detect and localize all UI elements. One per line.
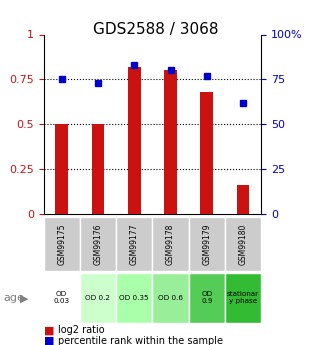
Text: GSM99176: GSM99176	[94, 223, 102, 265]
Text: percentile rank within the sample: percentile rank within the sample	[58, 336, 223, 345]
Bar	[201, 92, 213, 214]
Text: log2 ratio: log2 ratio	[58, 325, 104, 335]
Bar	[237, 185, 249, 214]
Text: age: age	[3, 294, 24, 303]
Text: GSM99175: GSM99175	[57, 223, 66, 265]
FancyBboxPatch shape	[225, 273, 261, 323]
Text: ■: ■	[44, 325, 54, 335]
Text: ■: ■	[44, 336, 54, 345]
FancyBboxPatch shape	[44, 217, 80, 271]
Text: OD
0.03: OD 0.03	[53, 291, 70, 304]
Text: OD 0.6: OD 0.6	[158, 295, 183, 300]
Text: OD 0.2: OD 0.2	[86, 295, 110, 300]
Bar	[164, 70, 177, 214]
Bar	[55, 124, 68, 214]
Text: ▶: ▶	[20, 294, 29, 303]
FancyBboxPatch shape	[116, 217, 152, 271]
Bar	[128, 67, 141, 214]
Text: stationar
y phase: stationar y phase	[227, 291, 259, 304]
FancyBboxPatch shape	[189, 273, 225, 323]
FancyBboxPatch shape	[80, 273, 116, 323]
Text: GSM99179: GSM99179	[202, 223, 211, 265]
Text: GSM99177: GSM99177	[130, 223, 139, 265]
FancyBboxPatch shape	[225, 217, 261, 271]
FancyBboxPatch shape	[80, 217, 116, 271]
Text: OD 0.35: OD 0.35	[119, 295, 149, 300]
Text: GSM99180: GSM99180	[239, 224, 248, 265]
Bar	[92, 124, 104, 214]
FancyBboxPatch shape	[44, 273, 80, 323]
Text: GDS2588 / 3068: GDS2588 / 3068	[93, 22, 218, 37]
FancyBboxPatch shape	[152, 217, 189, 271]
Text: OD
0.9: OD 0.9	[201, 291, 212, 304]
FancyBboxPatch shape	[116, 273, 152, 323]
FancyBboxPatch shape	[189, 217, 225, 271]
Text: GSM99178: GSM99178	[166, 224, 175, 265]
FancyBboxPatch shape	[152, 273, 189, 323]
